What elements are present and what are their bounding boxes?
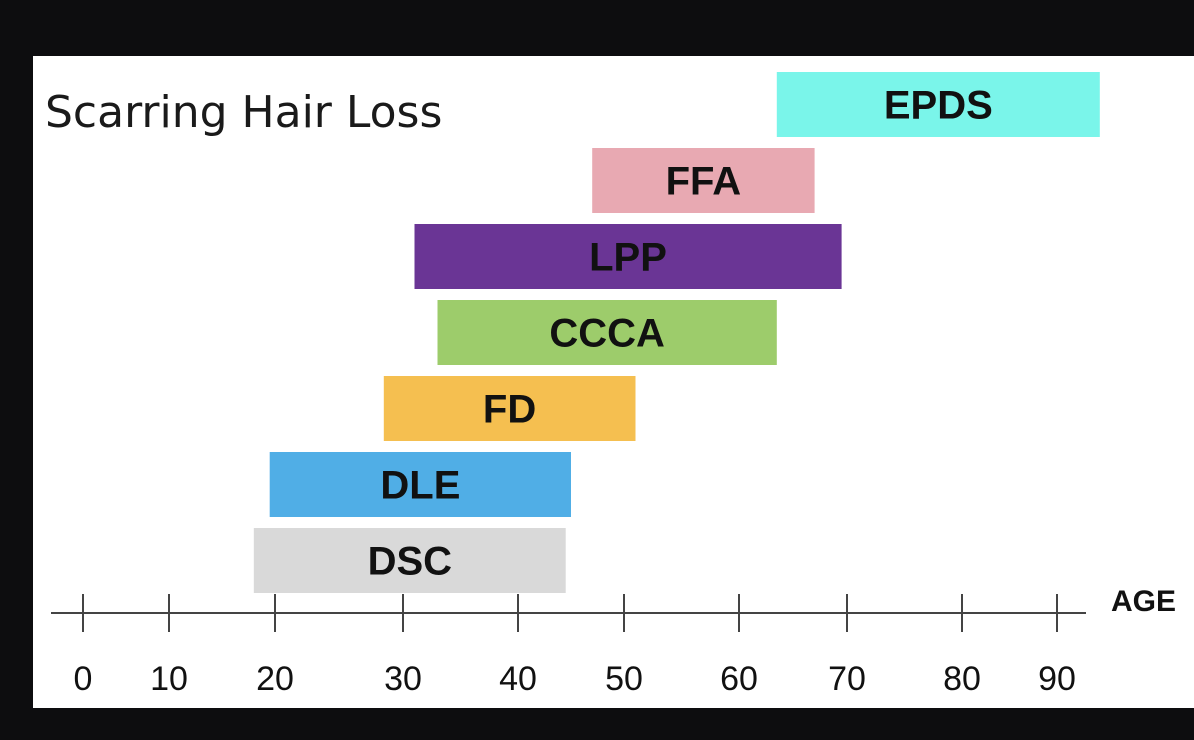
bar-dle (269, 452, 571, 517)
bar-label-dsc: DSC (368, 540, 452, 584)
bar-ffa (592, 148, 815, 213)
x-axis: 0 10 20 30 40 50 60 70 80 90 (51, 594, 1086, 698)
tick-label-0: 0 (74, 660, 93, 698)
chart-frame: Scarring Hair Loss EPDS FFA LPP CCCA FD DLE DS… (33, 56, 1194, 708)
tick-label-60: 60 (720, 660, 758, 698)
bar-lpp (414, 224, 842, 289)
tick-label-90: 90 (1038, 660, 1076, 698)
tick-label-50: 50 (605, 660, 643, 698)
tick-label-80: 80 (943, 660, 981, 698)
x-axis-title: AGE (1111, 585, 1176, 618)
bars-layer: EPDS FFA LPP CCCA FD DLE DSC (253, 72, 1100, 593)
bar-fd (383, 376, 636, 441)
tick-label-40: 40 (499, 660, 537, 698)
tick-label-30: 30 (384, 660, 422, 698)
tick-label-20: 20 (256, 660, 294, 698)
bar-label-ffa: FFA (666, 160, 742, 204)
bar-label-ccca: CCCA (549, 312, 665, 356)
tick-label-10: 10 (150, 660, 188, 698)
tick-label-70: 70 (828, 660, 866, 698)
bar-dsc (253, 528, 566, 593)
bar-ccca (437, 300, 777, 365)
bar-label-epds: EPDS (884, 84, 993, 128)
scarring-hair-loss-chart: Scarring Hair Loss EPDS FFA LPP CCCA FD DLE DS… (45, 72, 1176, 698)
chart-title: Scarring Hair Loss (45, 87, 442, 138)
bar-label-dle: DLE (380, 464, 460, 508)
bar-label-fd: FD (483, 388, 536, 432)
bar-epds (776, 72, 1100, 137)
bar-label-lpp: LPP (589, 236, 667, 280)
